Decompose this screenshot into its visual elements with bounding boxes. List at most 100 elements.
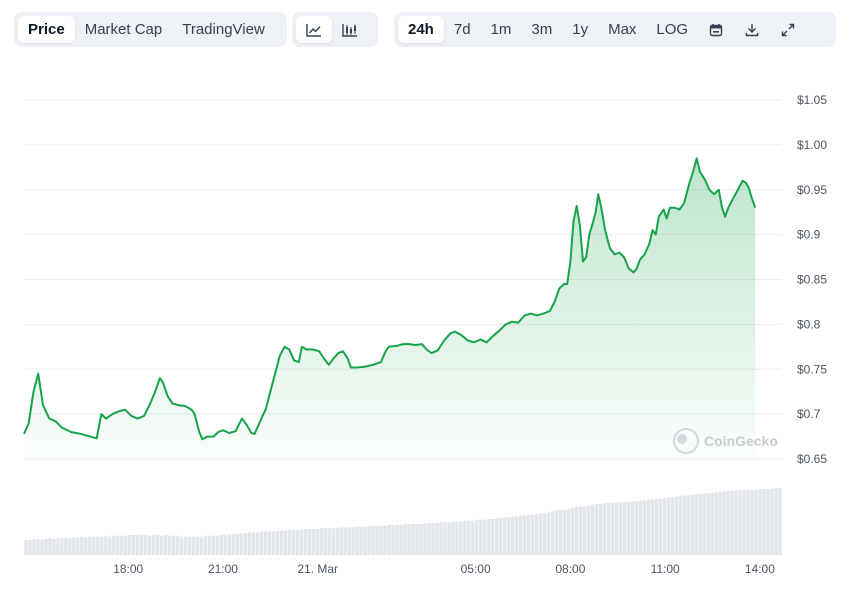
volume-bar: [151, 534, 156, 555]
volume-bar: [255, 532, 260, 555]
volume-bar: [60, 538, 64, 555]
volume-bar: [199, 536, 204, 555]
volume-bar: [315, 529, 319, 555]
volume-bar: [403, 524, 407, 555]
volume-bar: [327, 528, 331, 555]
line-chart-button[interactable]: [296, 16, 332, 43]
volume-bar: [303, 529, 307, 555]
volume-bar: [439, 522, 443, 555]
volume-bar: [602, 503, 607, 555]
download-icon: [745, 23, 759, 36]
volume-bar: [100, 536, 104, 555]
tab-market-cap[interactable]: Market Cap: [84, 21, 163, 38]
volume-bar: [128, 534, 132, 555]
volume-bar: [766, 488, 770, 555]
y-tick-label: $0.75: [797, 362, 827, 376]
x-axis-ticks: 18:00 21:00 21. Mar 05:00 08:00 11:00 14:00: [113, 562, 775, 576]
volume-bar: [762, 488, 766, 555]
volume-bar: [475, 519, 479, 555]
volume-bar: [546, 512, 551, 555]
volume-bar: [40, 539, 44, 555]
fullscreen-button[interactable]: [770, 16, 806, 43]
date-range-button[interactable]: [698, 16, 734, 43]
tab-price[interactable]: Price: [18, 16, 75, 43]
download-button[interactable]: [734, 16, 770, 43]
tab-tradingview[interactable]: TradingView: [182, 21, 265, 38]
volume-bar: [407, 524, 411, 555]
x-tick-label: 08:00: [555, 562, 585, 576]
log-scale-toggle[interactable]: LOG: [656, 21, 689, 38]
volume-bar: [143, 534, 148, 555]
range-max[interactable]: Max: [608, 21, 637, 38]
volume-bar: [586, 505, 591, 555]
volume-bar: [339, 527, 343, 555]
volume-bar: [750, 489, 754, 555]
price-area-fill: [24, 158, 756, 460]
range-1m[interactable]: 1m: [490, 21, 512, 38]
volume-bar: [650, 499, 655, 555]
volume-bar: [471, 520, 475, 555]
volume-bar: [179, 536, 184, 555]
range-24h[interactable]: 24h: [398, 16, 444, 43]
range-group: 24h 7d 1m 3m 1y Max LOG: [394, 12, 836, 47]
volume-bar: [646, 499, 651, 555]
volume-bar: [347, 527, 351, 555]
volume-bar: [52, 539, 56, 555]
volume-bar: [582, 506, 587, 555]
volume-bar: [163, 534, 168, 555]
volume-bar: [155, 534, 160, 555]
volume-bar: [427, 523, 431, 555]
range-7d[interactable]: 7d: [453, 21, 471, 38]
y-tick-label: $0.65: [797, 452, 827, 466]
volume-bar: [554, 510, 559, 555]
range-1y[interactable]: 1y: [572, 21, 589, 38]
volume-bar: [499, 518, 503, 555]
volume-bar: [283, 530, 288, 555]
volume-bar: [243, 533, 248, 555]
volume-bar: [295, 529, 299, 555]
y-tick-label: $0.8: [797, 317, 821, 331]
volume-bar: [120, 535, 124, 555]
volume-bar: [455, 521, 459, 555]
volume-bar: [76, 537, 80, 555]
volume-bar: [359, 526, 363, 555]
volume-bar: [491, 518, 495, 555]
calendar-icon: [709, 23, 723, 36]
volume-bar: [395, 524, 399, 555]
volume-bar: [487, 518, 491, 555]
volume-bar: [235, 534, 240, 555]
x-tick-label: 11:00: [651, 562, 680, 576]
volume-bar: [24, 539, 28, 555]
chart-type-group: [292, 12, 378, 47]
volume-bar: [411, 524, 415, 555]
volume-bar: [171, 535, 176, 555]
volume-bar: [96, 536, 100, 555]
volume-bar: [343, 527, 347, 555]
volume-bar: [459, 521, 463, 555]
volume-bar: [443, 522, 447, 555]
y-tick-label: $0.7: [797, 407, 821, 421]
volume-bar: [754, 489, 758, 555]
volume-bar: [534, 513, 539, 555]
volume-bar: [666, 497, 670, 555]
volume-bar: [686, 495, 690, 555]
volume-bar: [570, 508, 575, 555]
y-tick-label: $1.00: [797, 138, 827, 152]
volume-bar: [626, 502, 631, 555]
volume-bar: [36, 539, 40, 555]
volume-bar: [227, 534, 232, 555]
range-3m[interactable]: 3m: [531, 21, 553, 38]
candlestick-chart-button[interactable]: [332, 16, 368, 43]
volume-bar: [710, 493, 714, 555]
y-tick-label: $0.95: [797, 183, 827, 197]
volume-bar: [263, 531, 268, 555]
volume-bar: [279, 530, 284, 555]
volume-bar: [267, 531, 272, 555]
volume-bar: [738, 490, 742, 555]
volume-bar: [239, 533, 244, 555]
volume-bar: [742, 489, 746, 555]
volume-bar: [594, 503, 599, 555]
volume-bar: [507, 517, 511, 555]
volume-bar: [351, 527, 355, 555]
